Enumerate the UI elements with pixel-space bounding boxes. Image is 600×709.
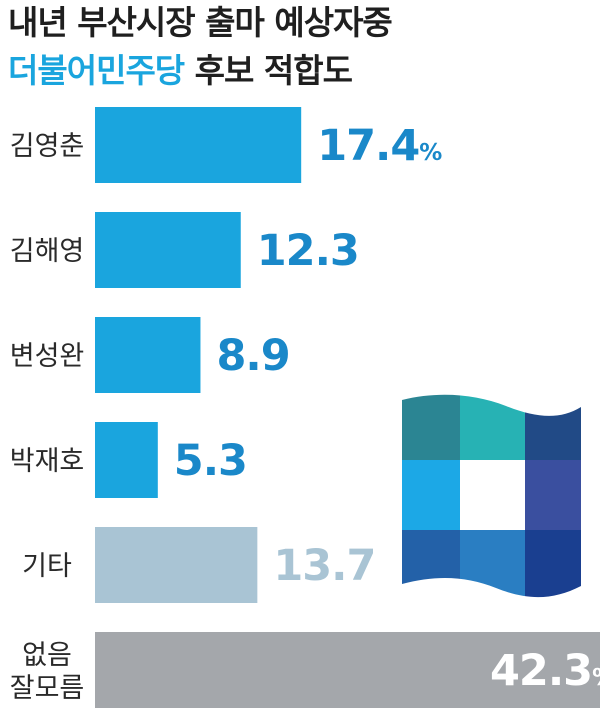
bar-2 <box>95 212 241 288</box>
chart-title-line2-rest: 후보 적합도 <box>184 51 353 90</box>
category-label-3: 변성완 <box>10 341 85 372</box>
value-label-5: 13.7 <box>273 541 375 591</box>
category-label-5: 기타 <box>22 551 72 582</box>
bar-6 <box>95 632 600 708</box>
chart-title-line2: 더불어민주당 후보 적합도 <box>8 51 353 90</box>
value-label-1: 17.4% <box>317 121 442 171</box>
category-label-2: 김해영 <box>10 236 85 267</box>
bar-5 <box>95 527 258 603</box>
bar-1 <box>95 107 302 183</box>
bar-3 <box>95 317 201 393</box>
value-label-3: 8.9 <box>216 331 289 381</box>
party-logo-flag <box>402 394 581 598</box>
bar-4 <box>95 422 158 498</box>
category-label-1: 김영춘 <box>10 131 85 162</box>
value-label-2: 12.3 <box>257 226 359 276</box>
party-name: 더불어민주당 <box>8 51 185 90</box>
value-label-6: 42.3% <box>490 646 600 696</box>
bars-layer: 김영춘 17.4% 김해영 12.3 변성완 8.9 박재호 5.3 기타 13.7 없음 잘모름 42… <box>10 107 600 708</box>
value-label-4: 5.3 <box>174 436 247 486</box>
chart-title-line1: 내년 부산시장 출마 예상자중 <box>8 3 393 42</box>
category-label-6: 없음 잘모름 <box>10 640 85 704</box>
category-label-4: 박재호 <box>10 446 85 477</box>
